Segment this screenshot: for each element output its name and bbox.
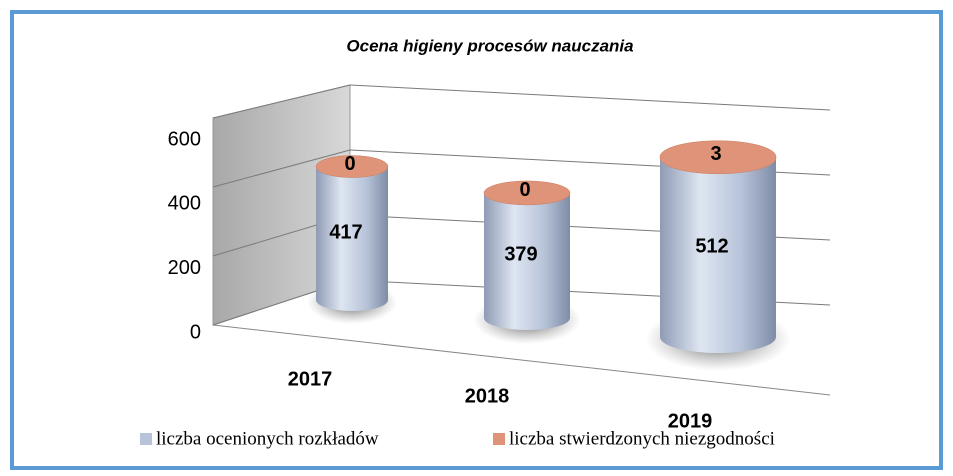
legend-label: liczba stwierdzonych niezgodności [509, 428, 775, 449]
grid-line [349, 84, 831, 111]
grid-line [212, 149, 351, 188]
x-tick-label: 2017 [288, 368, 333, 390]
value-label: 417 [329, 222, 362, 244]
x-tick-label: 2018 [465, 385, 510, 407]
frame [10, 10, 943, 470]
y-tick-label: 600 [168, 128, 201, 150]
legend-swatch [493, 433, 505, 445]
legend-swatch [140, 433, 152, 445]
value-label: 0 [519, 179, 530, 201]
y-tick-label: 200 [168, 257, 201, 279]
value-label: 0 [344, 153, 355, 175]
y-tick-label: 400 [168, 193, 201, 215]
x-tick-label: 2019 [668, 410, 713, 432]
cylinder-cap [483, 180, 571, 206]
plot-area: 0200400600417020173790201851232019liczba… [140, 84, 831, 449]
cylinder [484, 192, 570, 330]
floor-edge [212, 324, 831, 396]
cylinder-cap [659, 140, 777, 175]
legend-label: liczba ocenionych rozkładów [156, 428, 379, 449]
cylinder [316, 166, 388, 311]
grid-line [212, 84, 351, 119]
cylinder [660, 157, 776, 353]
cylinder-cap [315, 155, 389, 178]
value-label: 3 [710, 143, 721, 165]
value-label: 512 [695, 236, 728, 258]
value-label: 379 [504, 244, 537, 266]
y-tick-label: 0 [190, 321, 201, 343]
chart-title: Ocena higieny procesów nauczania [346, 36, 633, 55]
